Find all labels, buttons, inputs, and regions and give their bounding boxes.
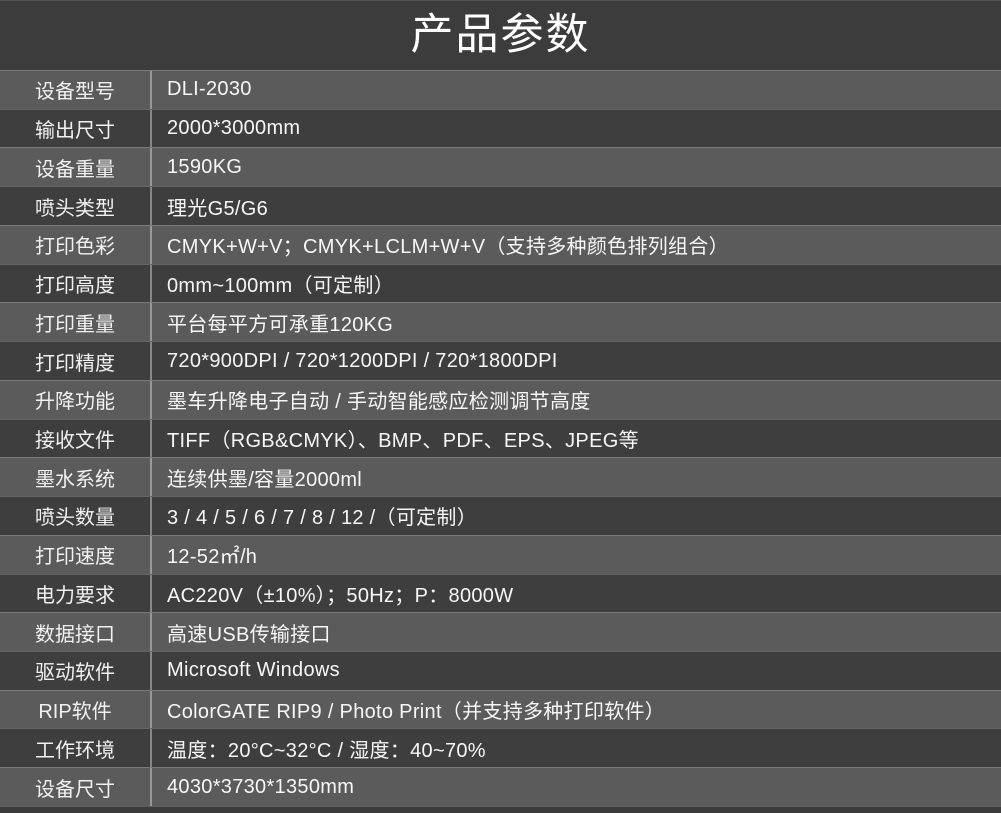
- table-row: 设备重量 1590KG: [0, 147, 1001, 187]
- spec-value: 墨车升降电子自动 / 手动智能感应检测调节高度: [150, 380, 1001, 419]
- spec-value: ColorGATE RIP9 / Photo Print（并支持多种打印软件）: [150, 690, 1001, 729]
- table-row: 设备尺寸 4030*3730*1350mm: [0, 767, 1001, 806]
- spec-label: 打印重量: [35, 313, 115, 336]
- spec-label: 打印高度: [35, 275, 115, 298]
- table-row: 打印精度 720*900DPI / 720*1200DPI / 720*1800…: [0, 341, 1001, 380]
- spec-label: 升降功能: [35, 391, 115, 414]
- table-row: 设备型号 DLI-2030: [0, 70, 1001, 109]
- spec-table: 设备型号 DLI-2030 输出尺寸 2000*3000mm 设备重量 1590…: [0, 70, 1001, 806]
- spec-label: 接收文件: [35, 429, 115, 452]
- spec-label: 输出尺寸: [35, 120, 115, 143]
- table-row: 喷头数量 3 / 4 / 5 / 6 / 7 / 8 / 12 /（可定制）: [0, 496, 1001, 535]
- spec-label: 电力要求: [35, 584, 115, 607]
- table-row: 数据接口 高速USB传输接口: [0, 612, 1001, 652]
- table-row: 墨水系统 连续供墨/容量2000ml: [0, 457, 1001, 497]
- table-row: 驱动软件 Microsoft Windows: [0, 651, 1001, 690]
- spec-value: 0mm~100mm（可定制）: [150, 264, 1001, 303]
- bottom-strip: [0, 806, 1001, 813]
- spec-value: DLI-2030: [150, 71, 1001, 109]
- spec-label: 喷头数量: [35, 507, 115, 530]
- table-row: RIP软件 ColorGATE RIP9 / Photo Print（并支持多种…: [0, 689, 1001, 729]
- table-row: 打印重量 平台每平方可承重120KG: [0, 302, 1001, 342]
- spec-label: 驱动软件: [35, 662, 115, 685]
- spec-value: AC220V（±10%）；50Hz；P：8000W: [150, 574, 1001, 613]
- spec-label: 数据接口: [35, 623, 115, 646]
- page-title: 产品参数: [410, 11, 591, 59]
- spec-value: TIFF（RGB&CMYK）、BMP、PDF、EPS、JPEG等: [150, 419, 1001, 458]
- spec-value: 12-52㎡/h: [150, 535, 1001, 574]
- spec-value: 2000*3000mm: [150, 109, 1001, 148]
- spec-label: 设备重量: [35, 158, 115, 181]
- table-row: 电力要求 AC220V（±10%）；50Hz；P：8000W: [0, 573, 1001, 613]
- table-row: 升降功能 墨车升降电子自动 / 手动智能感应检测调节高度: [0, 379, 1001, 419]
- spec-value: 720*900DPI / 720*1200DPI / 720*1800DPI: [150, 342, 1001, 380]
- spec-label: 打印速度: [35, 546, 115, 569]
- spec-value: 高速USB传输接口: [150, 613, 1001, 652]
- table-row: 接收文件 TIFF（RGB&CMYK）、BMP、PDF、EPS、JPEG等: [0, 418, 1001, 458]
- spec-value: 4030*3730*1350mm: [150, 768, 1001, 806]
- table-row: 打印速度 12-52㎡/h: [0, 534, 1001, 574]
- spec-label: 打印色彩: [35, 236, 115, 259]
- spec-label: 墨水系统: [35, 468, 115, 491]
- sheet-header: 产品参数: [0, 0, 1001, 70]
- spec-label: RIP软件: [38, 701, 112, 724]
- table-row: 喷头类型 理光G5/G6: [0, 186, 1001, 225]
- spec-value: 温度：20°C~32°C / 湿度：40~70%: [150, 729, 1001, 768]
- spec-label: 工作环境: [35, 739, 115, 762]
- spec-value: Microsoft Windows: [150, 652, 1001, 690]
- spec-value: 理光G5/G6: [150, 187, 1001, 225]
- table-row: 工作环境 温度：20°C~32°C / 湿度：40~70%: [0, 728, 1001, 768]
- spec-value: CMYK+W+V；CMYK+LCLM+W+V（支持多种颜色排列组合）: [150, 225, 1001, 264]
- spec-value: 1590KG: [150, 148, 1001, 187]
- spec-value: 连续供墨/容量2000ml: [150, 458, 1001, 497]
- spec-label: 喷头类型: [35, 197, 115, 220]
- table-row: 打印色彩 CMYK+W+V；CMYK+LCLM+W+V（支持多种颜色排列组合）: [0, 224, 1001, 264]
- spec-label: 设备尺寸: [35, 778, 115, 801]
- table-row: 输出尺寸 2000*3000mm: [0, 108, 1001, 148]
- spec-value: 3 / 4 / 5 / 6 / 7 / 8 / 12 /（可定制）: [150, 497, 1001, 535]
- table-row: 打印高度 0mm~100mm（可定制）: [0, 263, 1001, 303]
- spec-label: 设备型号: [35, 81, 115, 104]
- spec-label: 打印精度: [35, 352, 115, 375]
- spec-value: 平台每平方可承重120KG: [150, 303, 1001, 342]
